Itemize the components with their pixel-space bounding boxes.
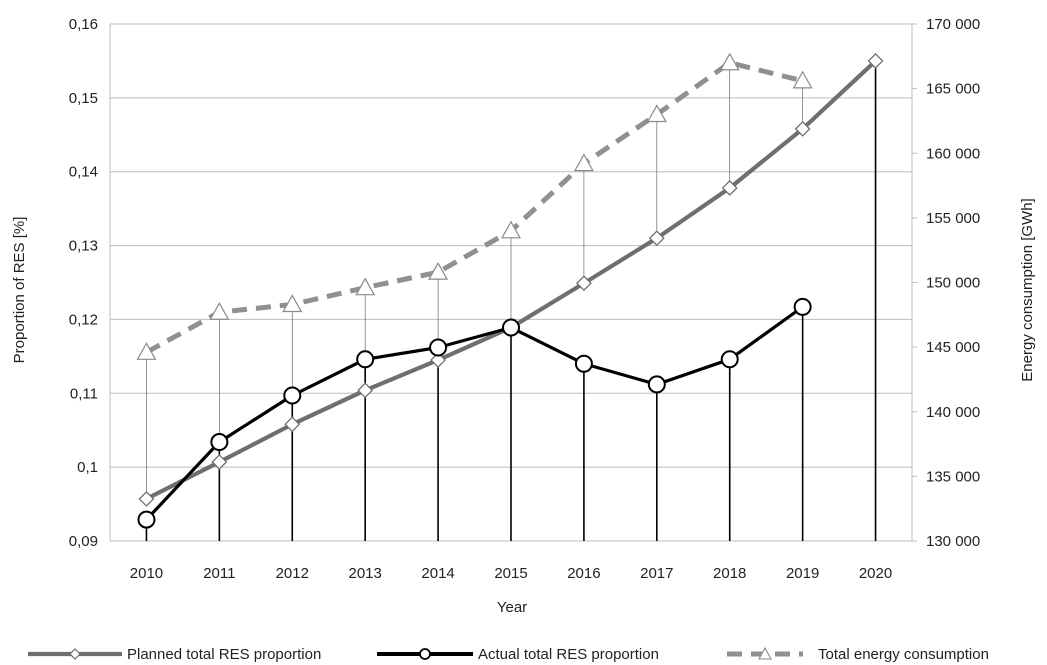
x-tick-label: 2010 bbox=[130, 565, 163, 582]
planned-point bbox=[575, 275, 592, 292]
actual-point bbox=[283, 386, 302, 405]
consumption-point bbox=[719, 52, 740, 71]
left-tick-label: 0,12 bbox=[69, 311, 98, 328]
planned-point bbox=[211, 454, 228, 470]
consumption-series-line bbox=[145, 60, 804, 355]
right-tick-label: 130 000 bbox=[926, 533, 980, 550]
right-tick-label: 145 000 bbox=[926, 339, 980, 356]
right-tick-label: 170 000 bbox=[926, 16, 980, 33]
right-axis-ticks: 130 000 135 000 140 000 145 000 150 000 155 0… bbox=[912, 16, 980, 550]
x-tick-label: 2019 bbox=[786, 565, 819, 582]
left-tick-label: 0,14 bbox=[69, 164, 98, 181]
actual-point bbox=[574, 354, 593, 373]
legend-actual-label: Actual total RES proportion bbox=[478, 646, 659, 663]
consumption-point bbox=[428, 261, 449, 280]
x-tick-label: 2012 bbox=[276, 565, 309, 582]
left-tick-label: 0,15 bbox=[69, 90, 98, 107]
x-tick-label: 2015 bbox=[494, 565, 527, 582]
series-layer bbox=[136, 52, 884, 529]
right-tick-label: 140 000 bbox=[926, 404, 980, 421]
planned-point bbox=[357, 382, 374, 399]
planned-point bbox=[284, 416, 301, 433]
right-tick-label: 160 000 bbox=[926, 145, 980, 162]
planned-point bbox=[794, 120, 811, 137]
actual-point bbox=[502, 318, 520, 337]
consumption-point bbox=[573, 153, 594, 172]
x-tick-label: 2020 bbox=[859, 565, 892, 582]
consumption-point bbox=[282, 294, 303, 313]
x-tick-label: 2013 bbox=[348, 565, 381, 582]
consumption-point bbox=[792, 70, 813, 89]
drop-lines bbox=[145, 60, 877, 541]
actual-point bbox=[647, 375, 666, 394]
actual-point bbox=[137, 510, 156, 529]
consumption-point bbox=[355, 277, 376, 296]
actual-point bbox=[210, 433, 229, 452]
right-tick-label: 135 000 bbox=[926, 468, 980, 485]
right-axis-title: Energy consumption [GWh] bbox=[1019, 198, 1036, 381]
legend-planned-marker bbox=[69, 648, 81, 660]
x-axis-ticks: 2010 2011 2012 2013 2014 2015 2016 2017 2018 2019… bbox=[130, 565, 892, 582]
planned-point bbox=[867, 53, 884, 69]
x-tick-label: 2017 bbox=[640, 565, 673, 582]
planned-point bbox=[721, 180, 738, 196]
consumption-point bbox=[209, 302, 230, 320]
actual-series-line bbox=[145, 305, 804, 521]
x-tick-label: 2011 bbox=[203, 565, 235, 582]
actual-point bbox=[356, 350, 375, 369]
legend-planned-label: Planned total RES proportion bbox=[127, 646, 321, 663]
planned-point bbox=[430, 352, 447, 368]
left-tick-label: 0,13 bbox=[69, 238, 98, 255]
consumption-point bbox=[136, 342, 157, 360]
x-tick-label: 2014 bbox=[421, 565, 454, 582]
right-tick-label: 155 000 bbox=[926, 210, 980, 227]
right-tick-label: 150 000 bbox=[926, 275, 980, 292]
left-axis-ticks: 0,09 0,1 0,11 0,12 0,13 0,14 0,15 0,16 bbox=[69, 16, 98, 550]
actual-point bbox=[720, 350, 739, 369]
right-tick-label: 165 000 bbox=[926, 81, 980, 98]
planned-point bbox=[648, 230, 665, 247]
legend: Planned total RES proportion Actual total… bbox=[28, 646, 989, 663]
left-tick-label: 0,09 bbox=[69, 533, 98, 550]
x-tick-label: 2016 bbox=[567, 565, 600, 582]
left-axis-title: Proportion of RES [%] bbox=[11, 217, 28, 364]
x-axis-title: Year bbox=[497, 599, 527, 616]
actual-point bbox=[429, 338, 448, 357]
left-tick-label: 0,11 bbox=[70, 385, 98, 402]
legend-actual-marker bbox=[419, 648, 431, 660]
actual-point bbox=[793, 297, 812, 316]
left-tick-label: 0,16 bbox=[69, 16, 98, 33]
planned-point bbox=[138, 490, 155, 507]
consumption-point bbox=[646, 104, 667, 123]
consumption-point bbox=[500, 220, 522, 239]
left-tick-label: 0,1 bbox=[77, 459, 98, 476]
legend-consumption-label: Total energy consumption bbox=[818, 646, 989, 663]
x-tick-label: 2018 bbox=[713, 565, 746, 582]
legend-consumption-marker bbox=[758, 646, 772, 660]
